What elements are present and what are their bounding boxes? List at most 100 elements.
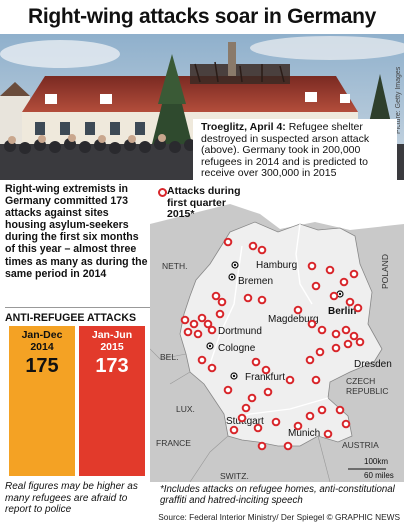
footnote-left: Real figures may be higher as many refug… [5,481,138,515]
attack-dot [317,325,327,335]
attack-dot [307,319,317,329]
country-lux: LUX. [176,404,195,414]
attack-dot [261,365,271,375]
attack-dot [253,423,263,433]
attack-dot [285,375,295,385]
city-frankfurt: Frankfurt [245,372,285,383]
country-czech-1: CZECH [346,376,375,386]
attack-dot [248,241,258,251]
attack-dot [241,403,251,413]
map-svg: NETH. BEL. LUX. FRANCE SWITZ. AUSTRIA CZ… [150,184,404,482]
bar-2015: Jan-Jun 2015 173 [79,326,145,476]
attack-dot [353,303,363,313]
attack-dot [325,265,335,275]
attack-dot [251,357,261,367]
city-cologne: Cologne [218,343,256,354]
intro-text: Right-wing extremists in Germany committ… [5,183,148,280]
attack-dot [349,269,359,279]
city-magdeburg: Magdeburg [268,314,319,325]
city-munich: Munich [288,428,320,439]
attack-dot [229,425,239,435]
scale-miles: 60 miles [364,471,394,480]
city-bremen: Bremen [238,276,273,287]
germany-map: NETH. BEL. LUX. FRANCE SWITZ. AUSTRIA CZ… [150,184,404,482]
attack-dot [341,325,351,335]
country-czech-2: REPUBLIC [346,386,389,396]
attack-dot [345,297,355,307]
bar-2015-value: 173 [95,355,129,377]
callout-troeglitz: Troeglitz, April 4: Refugee shelter dest… [193,119,397,194]
bar-2014: Jan-Dec 2014 175 [9,326,75,476]
attack-dot [223,237,233,247]
attack-dot [193,329,203,339]
attack-dot [223,385,233,395]
attack-dot [311,281,321,291]
attack-dot [247,393,257,403]
attack-dot [217,297,227,307]
footnote-right: *Includes attacks on refugee homes, anti… [160,484,395,506]
bar-2014-period: Jan-Dec 2014 [21,329,63,353]
attack-dot [180,315,190,325]
attack-dot [329,291,339,301]
attack-dot [189,319,199,329]
country-neth: NETH. [162,261,188,271]
bars-title: ANTI-REFUGEE ATTACKS [5,307,155,324]
attack-dot [183,327,193,337]
attack-dot [341,419,351,429]
attack-dot [207,325,217,335]
attack-dot [257,441,267,451]
city-dresden: Dresden [354,359,392,370]
city-berlin: Berlin [328,306,356,317]
callout-place-date: Troeglitz, April 4: [201,121,286,133]
attack-dot [257,295,267,305]
attack-dot [283,441,293,451]
attack-dot [331,329,341,339]
scale-km: 100km [364,457,388,466]
attack-dot [197,355,207,365]
attack-dot [211,291,221,301]
attack-dot [305,411,315,421]
page-title: Right-wing attacks soar in Germany [27,5,377,28]
attack-dot [331,343,341,353]
attack-dot [315,347,325,357]
map-legend: Attacks during first quarter 2015* [167,185,241,221]
attack-dot [293,421,303,431]
attack-dot [257,245,267,255]
attack-dot [207,363,217,373]
attack-dot [349,331,359,341]
country-bel: BEL. [160,352,178,362]
city-stuttgart: Stuttgart [226,416,264,427]
country-poland: POLAND [380,254,390,289]
city-hamburg: Hamburg [256,260,297,271]
bar-panel: Jan-Dec 2014 175 Jan-Jun 2015 173 [5,324,148,476]
attack-dot [311,375,321,385]
bar-2014-value: 175 [25,355,59,377]
attack-dot [355,337,365,347]
bar-2015-period: Jan-Jun 2015 [91,329,133,353]
country-france: FRANCE [156,438,191,448]
legend-dot-icon [158,188,167,197]
attack-dot [271,417,281,427]
attack-dots [180,237,365,451]
attack-dot [335,405,345,415]
source-credit: Source: Federal Interior Ministry/ Der S… [158,512,400,522]
attack-dot [317,405,327,415]
attack-dot [293,305,303,315]
attack-dot [339,277,349,287]
callout-text: Refugee shelter destroyed in suspected a… [201,121,370,179]
country-austria: AUSTRIA [342,440,379,450]
attack-dot [307,261,317,271]
city-dortmund: Dortmund [218,326,262,337]
attack-dot [343,339,353,349]
attack-dot [197,313,207,323]
attack-dot [237,413,247,423]
photo-credit: Picture: Getty Images [395,66,402,134]
attack-dot [263,387,273,397]
attack-dot [323,429,333,439]
country-switz: SWITZ. [220,471,249,481]
city-markers [206,261,344,380]
attack-dot [243,293,253,303]
attack-dot [305,355,315,365]
attack-dot [215,309,225,319]
